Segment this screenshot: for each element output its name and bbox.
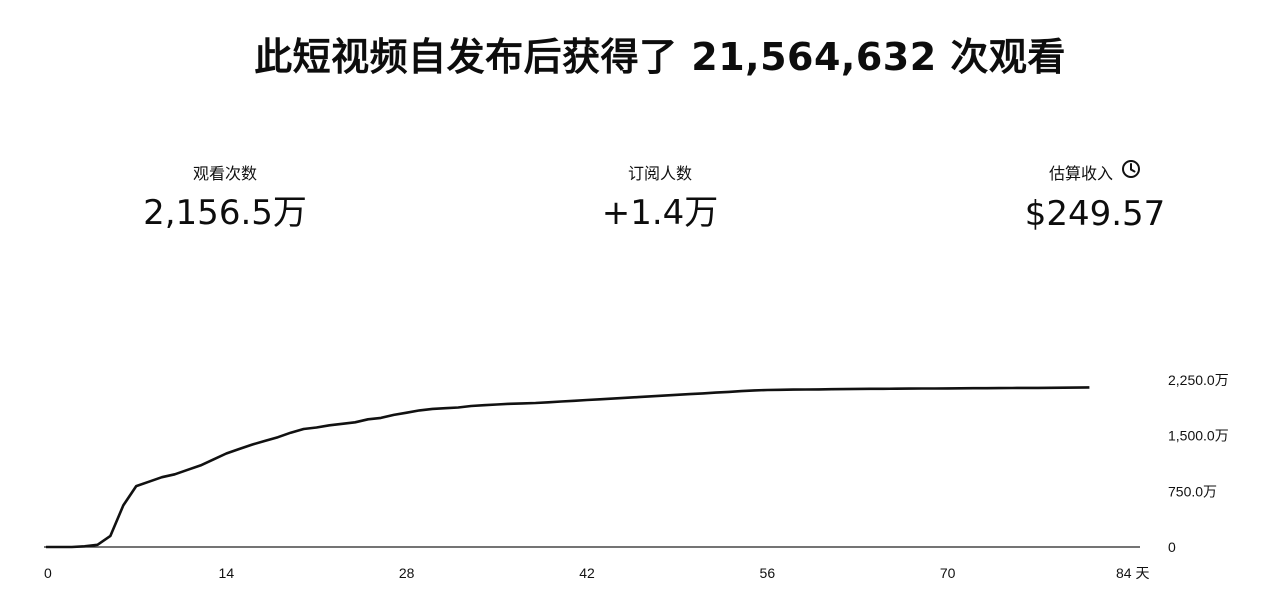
views-series-line[interactable] [46,386,1090,549]
x-tick-label: 28 [399,565,415,581]
y-tick-label: 0 [1168,539,1176,555]
metric-views[interactable]: 观看次数 2,156.5万 [110,160,340,236]
x-tick-label: 84 天 [1116,565,1149,581]
y-tick-label: 750.0万 [1168,483,1217,499]
metric-subscribers-label: 订阅人数 [627,164,692,183]
metric-subscribers-value: +1.4万 [601,193,719,233]
page-title: 此短视频自发布后获得了 21,564,632 次观看 [254,35,1066,79]
clock-icon[interactable] [1121,159,1141,188]
x-tick-label: 56 [760,565,776,581]
x-tick-label: 70 [940,565,956,581]
metric-views-label: 观看次数 [192,164,257,183]
metric-revenue-label-row: 估算收入 [980,160,1210,189]
x-axis-ticks: 0 14 28 42 56 70 84 天 [44,565,1149,581]
y-tick-label: 2,250.0万 [1168,372,1229,388]
y-axis-ticks: 0 750.0万 1,500.0万 2,250.0万 [1168,372,1229,555]
x-tick-label: 0 [44,565,52,581]
metric-views-value: 2,156.5万 [143,193,307,233]
views-line-chart: 0 750.0万 1,500.0万 2,250.0万 0 14 28 42 56 70 84 天 [44,372,1229,581]
x-tick-label: 42 [579,565,595,581]
metric-revenue[interactable]: 估算收入 $249.57 [980,160,1210,237]
series-group [46,386,1090,549]
x-tick-label: 14 [219,565,235,581]
metric-revenue-label: 估算收入 [1048,164,1113,183]
metric-revenue-value: $249.57 [1024,194,1166,234]
metric-subscribers[interactable]: 订阅人数 +1.4万 [545,160,775,236]
y-tick-label: 1,500.0万 [1168,428,1229,444]
